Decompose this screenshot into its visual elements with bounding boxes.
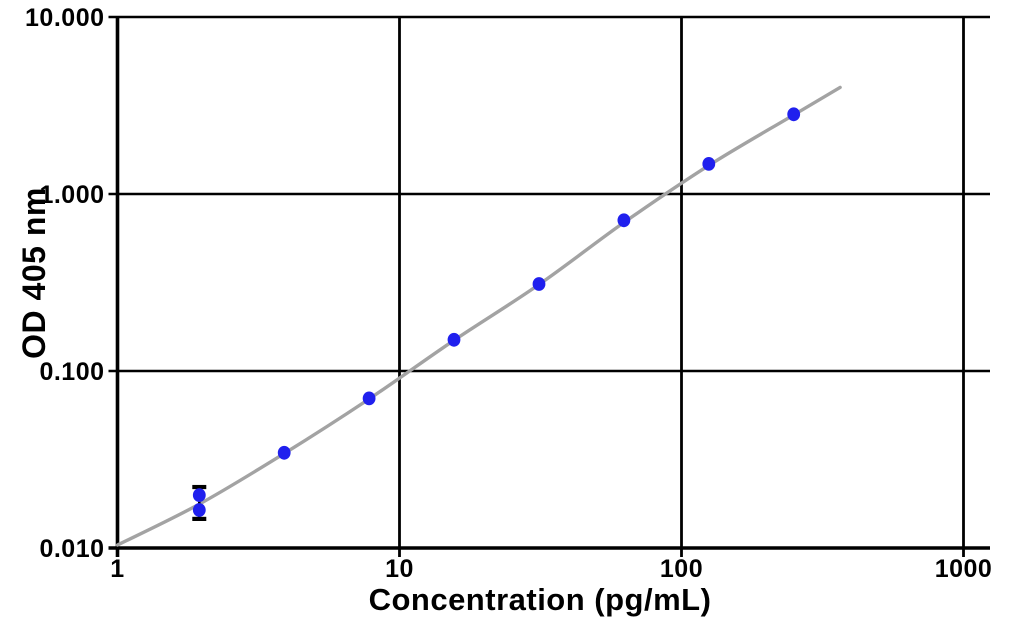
- x-tick-label: 1000: [935, 555, 993, 583]
- y-tick-label: 0.100: [39, 358, 104, 386]
- data-point: [532, 277, 546, 291]
- data-point: [702, 157, 716, 171]
- y-tick-label: 1.000: [39, 181, 104, 209]
- data-point: [277, 445, 291, 460]
- data-point: [447, 332, 461, 347]
- x-tick-label: 100: [660, 555, 703, 583]
- x-tick-label: 10: [385, 555, 414, 583]
- y-tick-label: 10.000: [25, 4, 104, 32]
- x-tick-label: 1: [110, 555, 124, 583]
- data-point: [617, 213, 631, 228]
- y-axis-title: OD 405 nm: [16, 187, 52, 359]
- data-point: [192, 503, 206, 517]
- data-point: [362, 391, 376, 406]
- data-point: [787, 107, 801, 122]
- x-axis-title: Concentration (pg/mL): [368, 582, 712, 617]
- fit-curve: [115, 85, 842, 547]
- y-tick-label: 0.010: [39, 535, 104, 563]
- data-point: [192, 488, 206, 502]
